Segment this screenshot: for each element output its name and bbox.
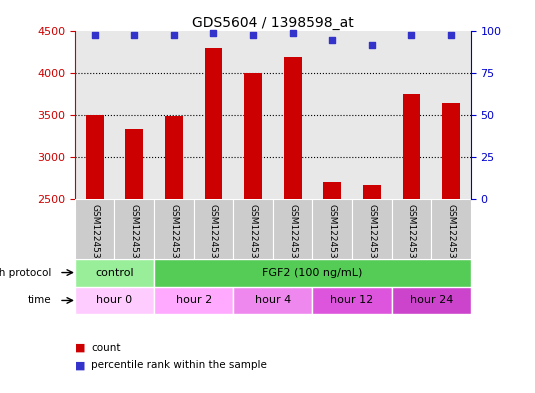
Bar <box>244 73 262 199</box>
Bar <box>392 286 471 314</box>
Bar <box>323 182 341 199</box>
Text: control: control <box>95 268 134 277</box>
Bar <box>75 259 154 286</box>
Point <box>209 30 218 36</box>
Bar <box>431 199 471 259</box>
Point <box>249 32 257 38</box>
Bar <box>75 31 114 199</box>
Bar <box>194 199 233 259</box>
Bar <box>312 286 392 314</box>
Bar <box>194 31 233 199</box>
Point <box>407 32 416 38</box>
Text: GSM1224532: GSM1224532 <box>170 204 178 264</box>
Text: ■: ■ <box>75 360 86 371</box>
Point <box>170 32 178 38</box>
Bar <box>352 31 392 199</box>
Point <box>90 32 99 38</box>
Bar <box>312 31 352 199</box>
Text: ■: ■ <box>75 343 86 353</box>
Text: count: count <box>91 343 120 353</box>
Point <box>328 37 337 43</box>
Point <box>368 42 376 48</box>
Bar <box>204 48 223 199</box>
Bar <box>392 31 431 199</box>
Point <box>447 32 455 38</box>
Bar <box>75 199 114 259</box>
Bar <box>352 199 392 259</box>
Point <box>288 30 297 36</box>
Bar <box>233 286 312 314</box>
Bar <box>284 57 302 199</box>
Text: time: time <box>27 296 51 305</box>
Text: GSM1224535: GSM1224535 <box>288 204 297 264</box>
Bar <box>402 94 421 199</box>
Bar <box>233 199 273 259</box>
Text: GSM1224534: GSM1224534 <box>249 204 257 264</box>
Bar <box>75 286 154 314</box>
Text: hour 2: hour 2 <box>175 296 212 305</box>
Bar <box>114 199 154 259</box>
Bar <box>154 31 194 199</box>
Bar <box>154 199 194 259</box>
Text: growth protocol: growth protocol <box>0 268 51 277</box>
Text: GSM1224538: GSM1224538 <box>407 204 416 264</box>
Bar <box>165 116 183 199</box>
Bar <box>392 199 431 259</box>
Text: percentile rank within the sample: percentile rank within the sample <box>91 360 267 371</box>
Text: GSM1224530: GSM1224530 <box>90 204 99 264</box>
Bar <box>233 31 273 199</box>
Text: hour 4: hour 4 <box>255 296 291 305</box>
Text: GSM1224531: GSM1224531 <box>130 204 139 264</box>
Text: GSM1224539: GSM1224539 <box>447 204 455 264</box>
Bar <box>86 115 104 199</box>
Bar <box>442 103 460 199</box>
Bar <box>363 185 381 199</box>
Text: hour 12: hour 12 <box>331 296 373 305</box>
Text: hour 0: hour 0 <box>96 296 133 305</box>
Bar <box>125 129 143 199</box>
Bar <box>154 259 471 286</box>
Text: GSM1224536: GSM1224536 <box>328 204 337 264</box>
Bar <box>431 31 471 199</box>
Text: hour 24: hour 24 <box>409 296 453 305</box>
Bar <box>273 31 312 199</box>
Title: GDS5604 / 1398598_at: GDS5604 / 1398598_at <box>192 17 354 30</box>
Text: FGF2 (100 ng/mL): FGF2 (100 ng/mL) <box>262 268 363 277</box>
Bar <box>114 31 154 199</box>
Bar <box>273 199 312 259</box>
Bar <box>312 199 352 259</box>
Text: GSM1224533: GSM1224533 <box>209 204 218 264</box>
Bar <box>154 286 233 314</box>
Point <box>130 32 139 38</box>
Text: GSM1224537: GSM1224537 <box>368 204 376 264</box>
